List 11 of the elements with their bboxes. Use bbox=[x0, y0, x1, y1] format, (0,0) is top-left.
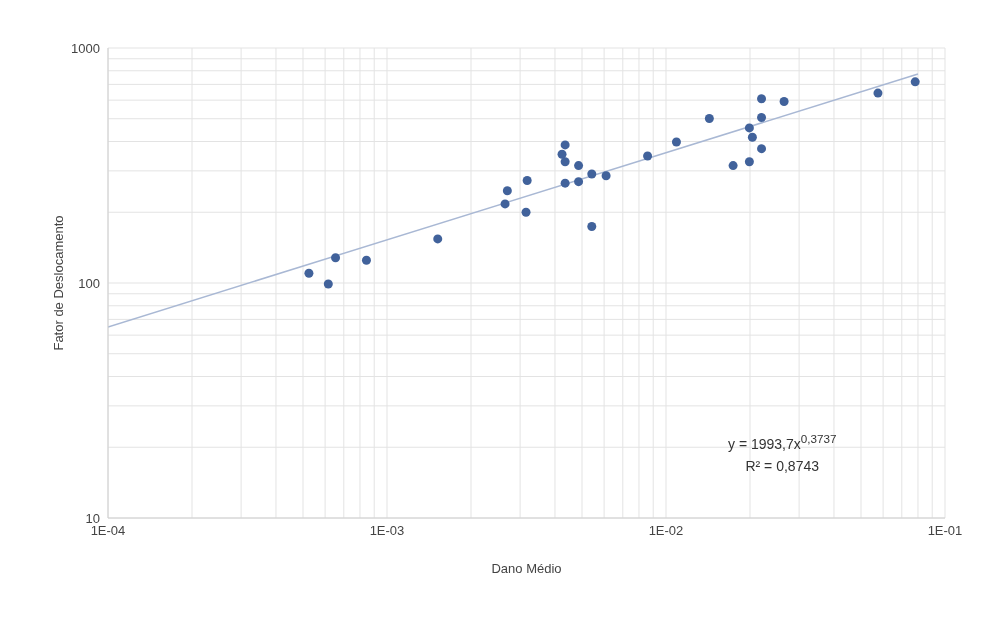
y-tick-label: 100 bbox=[78, 275, 100, 291]
x-tick-label: 1E-02 bbox=[648, 523, 684, 539]
x-tick-label: 1E-04 bbox=[90, 523, 126, 539]
y-tick-label: 1000 bbox=[71, 40, 100, 56]
y-axis-title: Fator de Deslocamento bbox=[50, 215, 66, 351]
x-axis-title: Dano Médio bbox=[491, 561, 562, 576]
x-tick-label: 1E-01 bbox=[927, 523, 963, 539]
y-tick-label: 10 bbox=[85, 510, 100, 526]
annotation: y = 1993,7x$^{0,3737}$ bbox=[728, 431, 837, 454]
annotation: R² = 0,8743 bbox=[744, 456, 820, 476]
x-tick-label: 1E-03 bbox=[369, 523, 405, 539]
